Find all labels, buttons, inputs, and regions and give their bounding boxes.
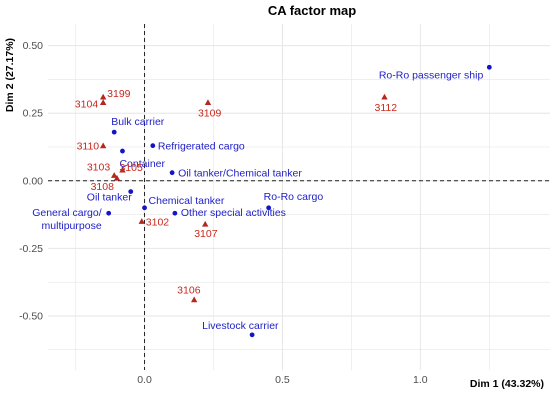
y-tick-label: -0.50 xyxy=(19,310,43,322)
point-label: 3199 xyxy=(107,88,131,100)
point-labels-layer: Ro-Ro passenger ship Bulk carrier Refriger… xyxy=(32,69,483,332)
y-axis-title: Dim 2 (27.17%) xyxy=(4,38,16,112)
point-label: Chemical tanker xyxy=(149,195,225,207)
column-point xyxy=(204,99,212,105)
point-label: General cargo/ xyxy=(32,207,102,219)
point-label: 3112 xyxy=(375,102,398,114)
row-point xyxy=(266,205,272,211)
column-point xyxy=(110,172,118,178)
point-label: 3110 xyxy=(77,141,100,153)
point-label: Oil tanker/Chemical tanker xyxy=(178,168,302,180)
column-point xyxy=(381,93,388,100)
point-label: 3104 xyxy=(75,98,99,110)
chart-title: CA factor map xyxy=(268,3,356,18)
point-label: Oil tanker xyxy=(87,192,132,204)
point-label: 3102 xyxy=(146,216,170,228)
point-label: 3103 xyxy=(87,161,111,173)
point-label: Ro-Ro passenger ship xyxy=(379,69,484,81)
row-point xyxy=(172,210,178,216)
point-label: 3107 xyxy=(194,228,218,240)
row-point xyxy=(169,170,175,176)
point-label: Bulk carrier xyxy=(111,116,165,128)
point-label: 3108 xyxy=(91,181,115,193)
point-label: Other special activities xyxy=(181,207,286,219)
row-point xyxy=(150,143,156,149)
x-tick-label: 0.5 xyxy=(275,374,290,386)
row-point xyxy=(128,189,134,194)
column-point xyxy=(99,142,107,149)
column-point xyxy=(113,174,121,181)
column-point xyxy=(202,220,209,227)
column-point xyxy=(138,218,145,224)
column-point xyxy=(99,93,107,100)
y-tick-label: 0.00 xyxy=(23,175,44,187)
y-tick-label: 0.25 xyxy=(23,108,44,120)
point-label: 3106 xyxy=(177,285,201,297)
column-point xyxy=(119,166,126,173)
column-point xyxy=(190,296,198,303)
row-point xyxy=(120,148,125,154)
row-point xyxy=(249,332,255,338)
x-axis-title: Dim 1 (43.32%) xyxy=(470,378,544,390)
point-label: Ro-Ro cargo xyxy=(264,191,324,203)
point-label: multipurpose xyxy=(42,220,102,232)
point-label: 3109 xyxy=(198,107,222,119)
row-point xyxy=(111,129,117,135)
tick-labels: 0.0 0.5 1.0 -0.50 -0.25 0.00 0.25 0.50 xyxy=(19,40,428,386)
grid-layer xyxy=(48,24,550,370)
column-point xyxy=(99,99,107,105)
point-label: Livestock carrier xyxy=(202,320,279,332)
row-point xyxy=(142,205,147,211)
x-tick-label: 0.0 xyxy=(137,374,152,386)
point-label: 3105 xyxy=(119,162,143,174)
x-tick-label: 1.0 xyxy=(413,374,428,386)
points-layer xyxy=(99,64,492,338)
point-label: Refrigerated cargo xyxy=(158,141,245,153)
row-point xyxy=(106,210,112,216)
row-point xyxy=(486,64,492,70)
reference-lines xyxy=(48,24,550,370)
point-label: Container xyxy=(119,158,165,170)
y-tick-label: -0.25 xyxy=(19,243,43,255)
y-tick-label: 0.50 xyxy=(23,40,44,52)
